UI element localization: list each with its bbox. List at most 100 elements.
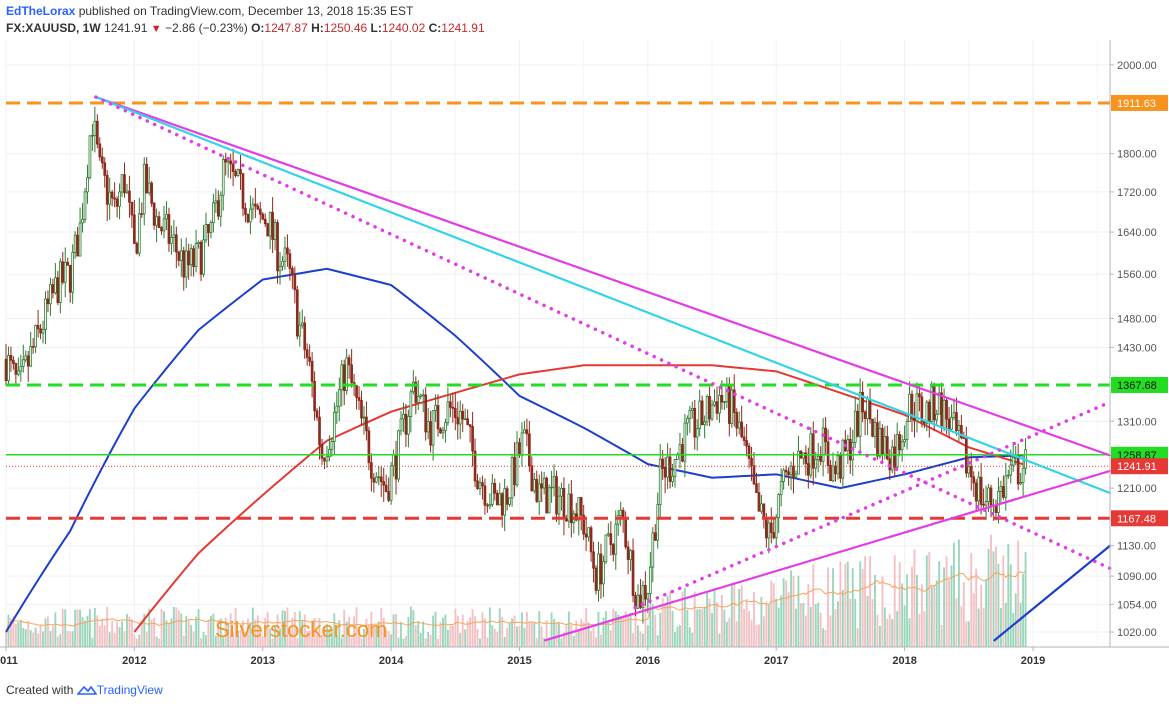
volume-bar xyxy=(720,594,723,647)
candle-body xyxy=(19,365,23,372)
down-arrow-icon: ▼ xyxy=(150,23,162,35)
candle-body xyxy=(535,479,539,502)
candle-body xyxy=(560,487,563,497)
candle-body xyxy=(878,427,882,457)
volume-bar xyxy=(491,625,494,647)
volume-bar xyxy=(103,625,106,647)
candle-body xyxy=(377,476,381,479)
volume-bar xyxy=(205,635,207,647)
volume-bar xyxy=(597,611,600,647)
volume-bar xyxy=(126,613,128,647)
candle-body xyxy=(616,515,620,525)
volume-bar xyxy=(824,629,827,647)
volume-bar xyxy=(511,618,514,647)
volume-bar xyxy=(439,622,442,647)
candle-body xyxy=(167,214,171,244)
volume-bar xyxy=(893,555,896,647)
candle-body xyxy=(115,198,119,207)
candle-body xyxy=(584,533,588,538)
candle-body xyxy=(170,237,173,244)
candle-body xyxy=(997,490,1000,513)
volume-bar xyxy=(163,611,165,647)
volume-bar xyxy=(86,615,89,647)
candle-body xyxy=(31,346,35,348)
moving-average-2 xyxy=(133,364,1024,633)
volume-bar xyxy=(980,585,983,647)
y-tick-label: 1090.00 xyxy=(1117,571,1157,583)
y-tick-label: 1210.00 xyxy=(1117,483,1157,495)
candle-body xyxy=(940,392,943,428)
candle-body xyxy=(871,418,874,437)
candle-body xyxy=(545,477,548,514)
candle-body xyxy=(520,432,524,456)
price-label-1911.63: 1911.63 xyxy=(1111,94,1168,111)
volume-bar xyxy=(325,624,328,647)
candle-body xyxy=(466,418,469,426)
volume-bar xyxy=(807,584,810,647)
volume-bar xyxy=(553,618,555,647)
volume-bar xyxy=(1019,602,1022,647)
candle-body xyxy=(288,253,292,269)
volume-bar xyxy=(93,607,96,647)
volume-bar xyxy=(992,551,995,647)
candle-body xyxy=(688,409,692,419)
y-tick-label: 1800.00 xyxy=(1117,149,1157,161)
candle-body xyxy=(804,452,808,465)
volume-bar xyxy=(316,635,318,647)
volume-bar xyxy=(760,597,763,647)
volume-bar xyxy=(785,580,788,647)
candle-body xyxy=(735,412,739,429)
volume-bar xyxy=(5,632,7,647)
volume-bar xyxy=(414,625,417,647)
volume-bar xyxy=(755,624,758,647)
candle-body xyxy=(900,441,904,451)
candle-body xyxy=(295,289,299,337)
volume-bar xyxy=(748,611,751,647)
volume-bar xyxy=(259,626,262,647)
candle-body xyxy=(547,487,551,514)
candle-body xyxy=(120,174,124,193)
volume-bar xyxy=(17,622,20,647)
volume-bar xyxy=(256,615,259,647)
candle-body xyxy=(537,483,541,502)
candle-body xyxy=(806,463,810,476)
volume-bar xyxy=(918,614,921,647)
volume-bar xyxy=(471,609,474,647)
candle-body xyxy=(291,268,294,275)
volume-bar xyxy=(792,576,795,647)
candle-body xyxy=(426,421,430,433)
candle-body xyxy=(145,163,149,194)
candle-body xyxy=(713,401,716,406)
candle-body xyxy=(779,481,783,496)
candle-body xyxy=(787,471,790,476)
candle-body xyxy=(999,486,1003,492)
volume-bar xyxy=(518,625,521,647)
volume-bar xyxy=(207,619,210,647)
volume-bar xyxy=(869,555,871,647)
tradingview-brand[interactable]: TradingView xyxy=(96,683,163,697)
volume-bar xyxy=(54,612,57,647)
volume-bar xyxy=(451,625,454,647)
author-link[interactable]: EdTheLorax xyxy=(6,4,76,18)
tradingview-logo-icon[interactable] xyxy=(75,684,98,696)
candle-body xyxy=(68,264,72,293)
candle-body xyxy=(698,400,702,429)
volume-bar xyxy=(10,618,12,647)
candle-body xyxy=(463,418,467,420)
volume-bar xyxy=(434,611,437,647)
candle-body xyxy=(690,408,694,411)
volume-bar xyxy=(782,578,785,647)
candle-body xyxy=(98,143,102,158)
volume-bar xyxy=(498,608,501,647)
candle-body xyxy=(693,408,697,438)
volume-bar xyxy=(19,620,22,647)
publish-info: published on TradingView.com, December 1… xyxy=(75,4,414,18)
price-chart[interactable]: Silverstocker.com 2000.00 1800.00 1720.00 16… xyxy=(0,40,1169,670)
volume-bar xyxy=(84,620,86,647)
candle-body xyxy=(851,442,855,461)
candle-body xyxy=(555,476,558,515)
candle-body xyxy=(451,406,455,409)
volume-bar xyxy=(925,555,928,647)
volume-bar xyxy=(200,638,202,647)
candle-body xyxy=(300,322,304,326)
